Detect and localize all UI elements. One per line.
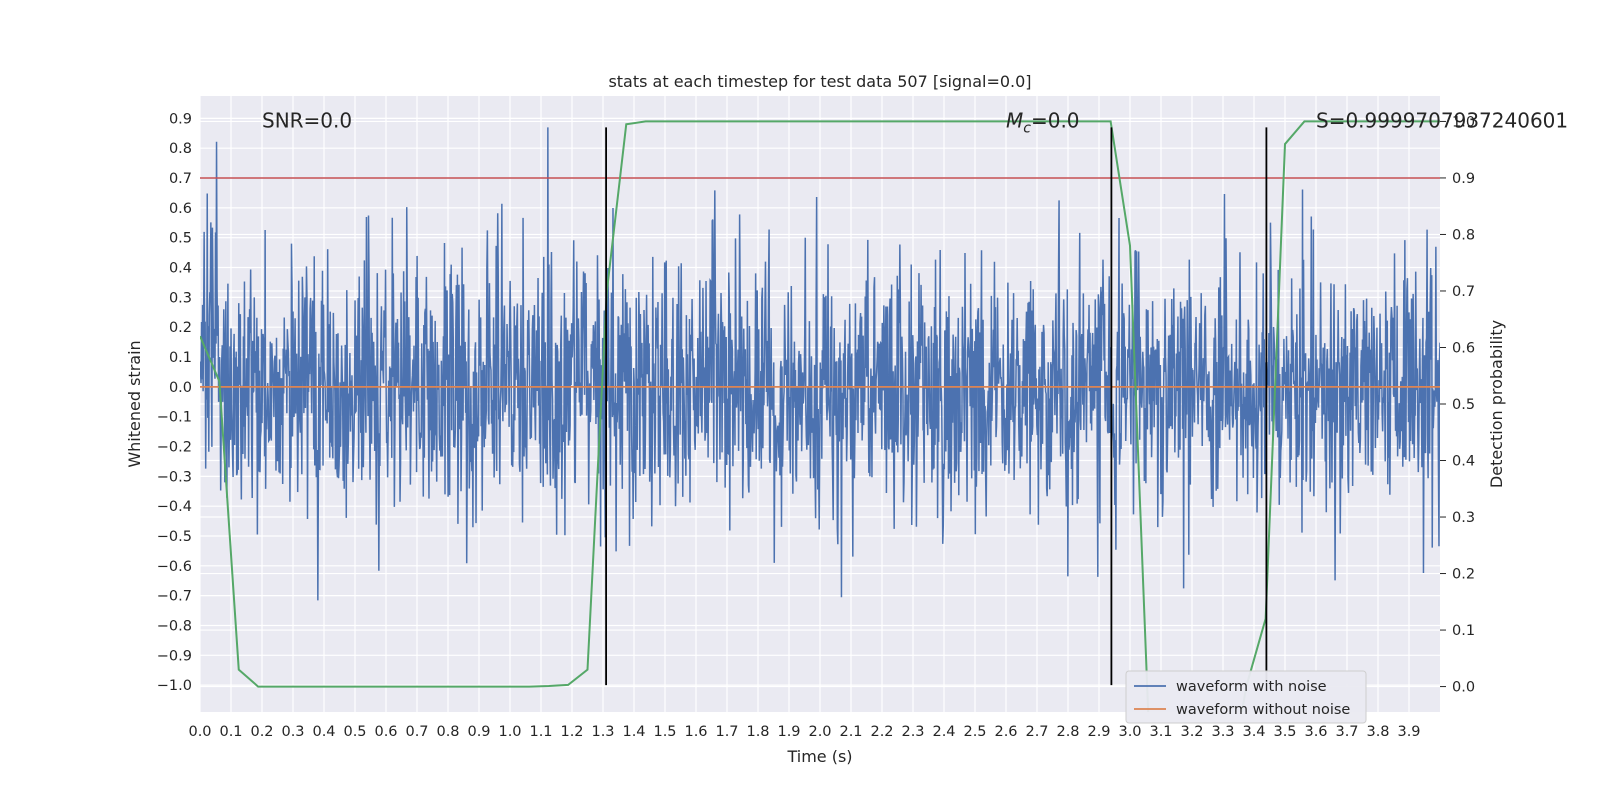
- x-tick-label: 3.0: [1118, 724, 1141, 740]
- y-tick-label: 0.9: [169, 111, 192, 127]
- x-tick-label: 0.5: [343, 724, 366, 740]
- x-tick-label: 3.2: [1180, 724, 1203, 740]
- x-tick-label: 3.5: [1273, 724, 1296, 740]
- x-tick-label: 3.9: [1397, 724, 1420, 740]
- x-axis-label: Time (s): [786, 747, 852, 766]
- x-tick-label: 0.0: [188, 724, 211, 740]
- annotation-snr: SNR=0.0: [262, 108, 352, 132]
- y-tick-label: 0.1: [169, 350, 192, 366]
- x-tick-label: 0.8: [436, 724, 459, 740]
- y-tick-label: 0.5: [169, 231, 192, 247]
- x-tick-label: 0.6: [374, 724, 397, 740]
- y-tick-label: −0.1: [157, 410, 192, 426]
- x-tick-label: 2.6: [994, 724, 1017, 740]
- x-tick-label: 0.3: [281, 724, 304, 740]
- annotations: SNR=0.0 Mc=0.0 S=0.9999707937240601: [262, 108, 1568, 136]
- chart-title: stats at each timestep for test data 507…: [608, 72, 1031, 91]
- y2-tick-label: 0.2: [1452, 567, 1475, 583]
- x-tick-label: 2.4: [932, 724, 955, 740]
- y-tick-label: −0.9: [157, 648, 192, 664]
- x-tick-label: 3.6: [1304, 724, 1327, 740]
- y2-tick-label: 0.6: [1452, 340, 1475, 356]
- y-tick-label: −1.0: [157, 678, 192, 694]
- x-tick-label: 2.2: [870, 724, 893, 740]
- x-tick-label: 0.4: [312, 724, 335, 740]
- legend: waveform with noise waveform without noi…: [1125, 670, 1367, 724]
- y-axis-label: Whitened strain: [125, 340, 144, 467]
- x-tick-label: 1.7: [715, 724, 738, 740]
- x-tick-label: 2.0: [808, 724, 831, 740]
- x-tick-label: 1.4: [622, 724, 645, 740]
- y-tick-label: −0.6: [157, 559, 192, 575]
- x-tick-label: 2.7: [1025, 724, 1048, 740]
- x-tick-label: 1.9: [777, 724, 800, 740]
- x-tick-label: 3.4: [1242, 724, 1265, 740]
- x-tick-label: 0.7: [405, 724, 428, 740]
- x-tick-label: 1.5: [653, 724, 676, 740]
- series-waveform-with-noise: [200, 127, 1440, 601]
- y-tick-label: 0.7: [169, 171, 192, 187]
- y2-tick-label: 0.3: [1452, 510, 1475, 526]
- x-tick-label: 2.8: [1056, 724, 1079, 740]
- x-tick-label: 0.9: [467, 724, 490, 740]
- y-tick-label: −0.7: [157, 589, 192, 605]
- x-tick-label: 1.3: [591, 724, 614, 740]
- x-tick-label: 1.8: [746, 724, 769, 740]
- x-tick-label: 3.3: [1211, 724, 1234, 740]
- x-tick-label: 3.8: [1366, 724, 1389, 740]
- x-tick-label: 2.3: [901, 724, 924, 740]
- series-detection-probability: [200, 120, 1440, 712]
- annotation-score: S=0.9999707937240601: [1316, 108, 1568, 132]
- x-tick-label: 3.7: [1335, 724, 1358, 740]
- y-tick-label: 0.3: [169, 290, 192, 306]
- y-tick-label: −0.2: [157, 440, 192, 456]
- y-tick-labels: 0.9 0.8 0.7 0.6 0.5 0.4 0.3 0.2 0.1 0.0 −0.1 −0.2 −0…: [157, 111, 192, 694]
- annotation-chirp-mass: Mc=0.0: [1006, 108, 1080, 136]
- x-tick-label: 1.2: [560, 724, 583, 740]
- x-tick-labels: 0.0 0.1 0.2 0.3 0.4 0.5 0.6 0.7 0.8 0.9 1.0 1.1 1.2 1…: [188, 724, 1420, 740]
- x-tick-label: 1.6: [684, 724, 707, 740]
- y-tick-label: 0.4: [169, 261, 192, 277]
- y2-tick-label: 0.8: [1452, 227, 1475, 243]
- y2-axis-label: Detection probability: [1487, 320, 1506, 488]
- y2-tick-label: 0.7: [1452, 284, 1475, 300]
- y-tick-label: −0.3: [157, 469, 192, 485]
- x-tick-label: 3.1: [1149, 724, 1172, 740]
- x-tick-label: 2.9: [1087, 724, 1110, 740]
- y2-tick-label: 0.4: [1452, 454, 1475, 470]
- legend-label-noise: waveform with noise: [1176, 679, 1327, 695]
- x-tick-label: 1.1: [529, 724, 552, 740]
- y2-tick-label: 0.1: [1452, 623, 1475, 639]
- legend-label-clean: waveform without noise: [1176, 702, 1350, 718]
- y2-tick-label: 0.0: [1452, 680, 1475, 696]
- y2-tick-labels: 0.0 0.1 0.2 0.3 0.4 0.5 0.6 0.7 0.8 0.9 1.0: [1440, 114, 1475, 696]
- x-tick-label: 1.0: [498, 724, 521, 740]
- x-tick-label: 0.2: [250, 724, 273, 740]
- y-tick-label: −0.4: [157, 499, 192, 515]
- annotation-chirp-mass-symbol: M: [1006, 108, 1023, 132]
- y-tick-label: 0.8: [169, 141, 192, 157]
- y-tick-label: −0.8: [157, 618, 192, 634]
- y-tick-label: −0.5: [157, 529, 192, 545]
- x-tick-label: 0.1: [219, 724, 242, 740]
- x-tick-label: 2.1: [839, 724, 862, 740]
- legend-box: [1125, 670, 1367, 724]
- series-layer: [200, 120, 1440, 712]
- y-tick-label: 0.0: [169, 380, 192, 396]
- annotation-chirp-mass-value: =0.0: [1031, 108, 1080, 132]
- x-tick-label: 2.5: [963, 724, 986, 740]
- y-tick-label: 0.6: [169, 201, 192, 217]
- y2-tick-label: 0.5: [1452, 397, 1475, 413]
- y2-tick-label: 0.9: [1452, 171, 1475, 187]
- y-tick-label: 0.2: [169, 320, 192, 336]
- y2-tick-label: 1.0: [1452, 114, 1475, 130]
- annotation-chirp-mass-subscript: c: [1023, 120, 1031, 136]
